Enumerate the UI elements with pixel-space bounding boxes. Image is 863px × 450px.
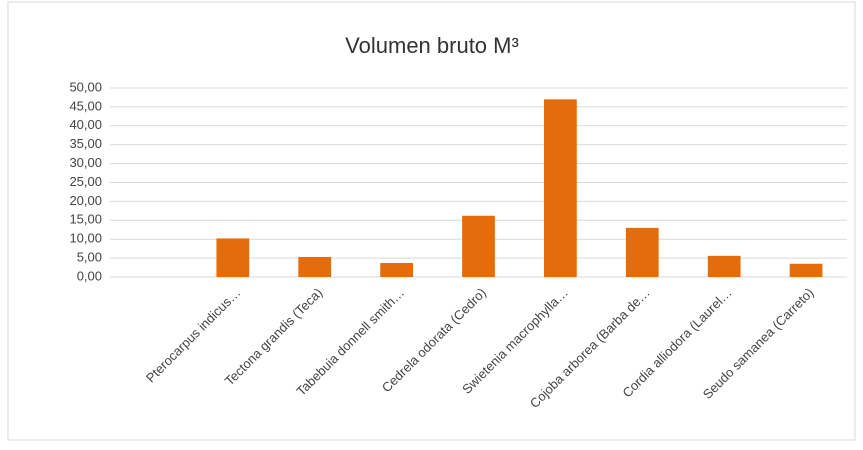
bar bbox=[789, 263, 823, 277]
y-tick-label: 45,00 bbox=[69, 98, 102, 113]
y-tick-label: 5,00 bbox=[77, 250, 102, 265]
chart-title: Volumen bruto M³ bbox=[345, 33, 519, 58]
y-tick-label: 50,00 bbox=[69, 79, 102, 94]
y-tick-label: 15,00 bbox=[69, 212, 102, 227]
y-tick-label: 35,00 bbox=[69, 136, 102, 151]
bar bbox=[298, 256, 332, 277]
y-tick-label: 20,00 bbox=[69, 193, 102, 208]
y-tick-label: 40,00 bbox=[69, 117, 102, 132]
chart-frame bbox=[7, 1, 856, 441]
bar bbox=[707, 255, 741, 277]
y-tick-label: 10,00 bbox=[69, 231, 102, 246]
bar bbox=[216, 238, 250, 277]
y-tick-label: 0,00 bbox=[77, 268, 102, 283]
bar bbox=[380, 263, 413, 277]
y-tick-label: 30,00 bbox=[69, 155, 102, 170]
bar bbox=[625, 227, 659, 277]
bar bbox=[462, 215, 495, 277]
bar bbox=[544, 99, 577, 277]
y-tick-label: 25,00 bbox=[69, 174, 102, 189]
